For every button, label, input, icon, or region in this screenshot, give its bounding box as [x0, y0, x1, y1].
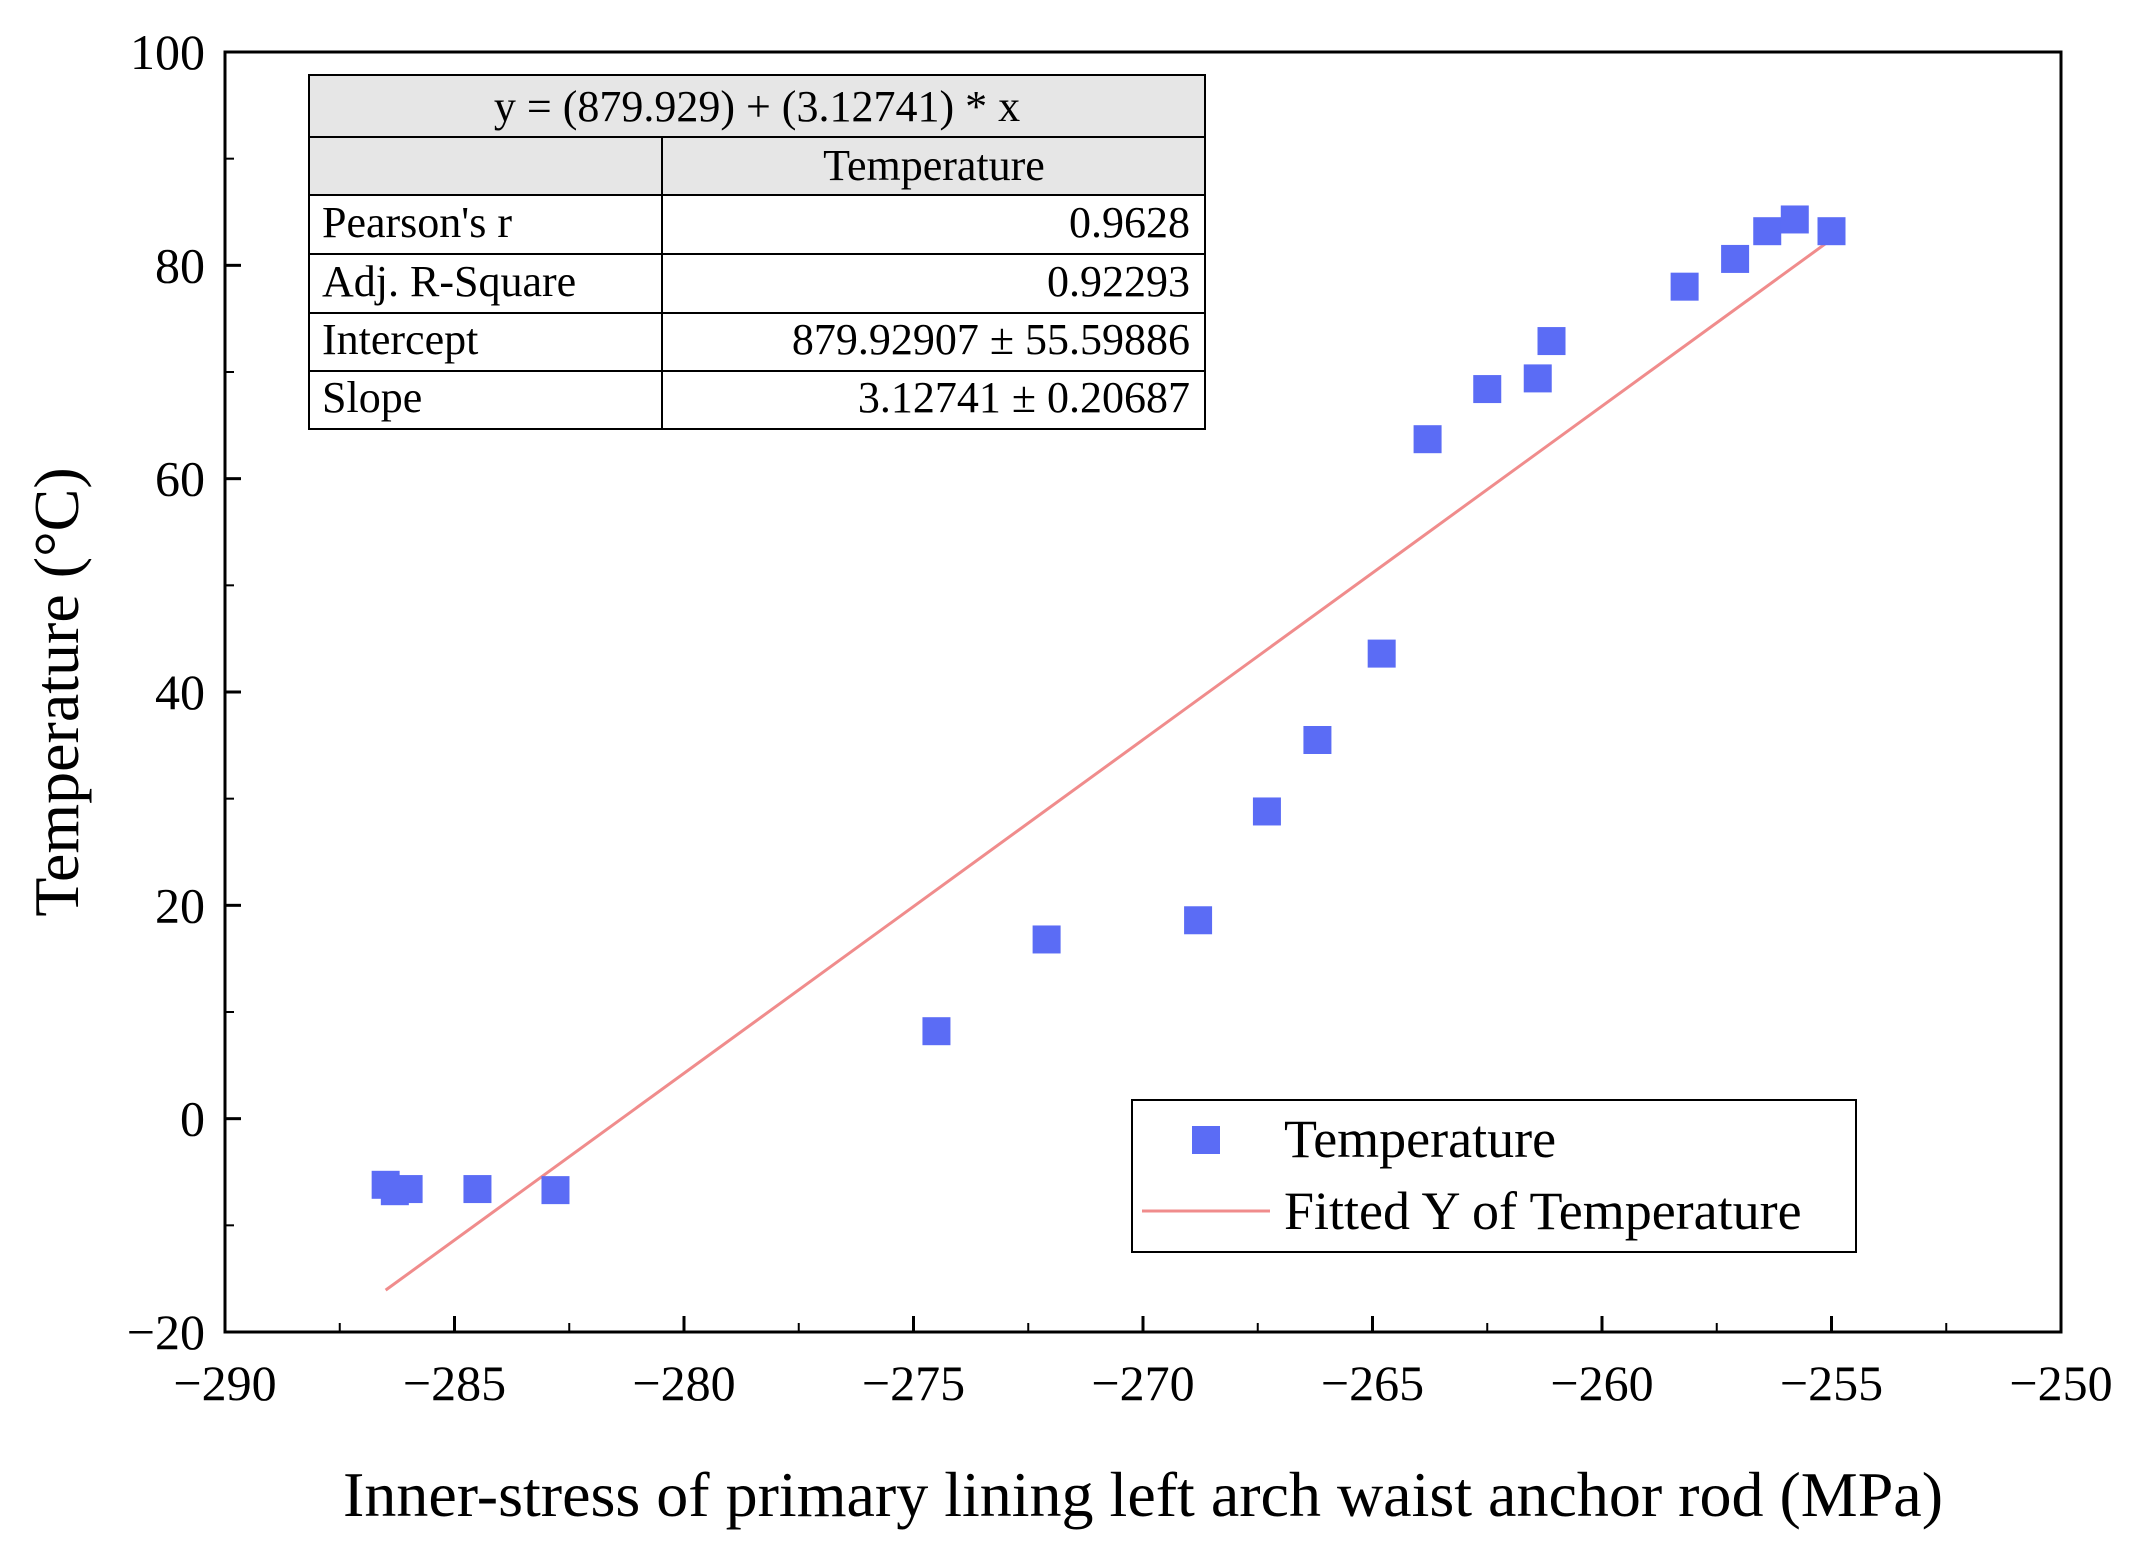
data-point — [1780, 205, 1809, 234]
x-tick-label: −265 — [1321, 1355, 1424, 1411]
x-tick-label: −255 — [1780, 1355, 1883, 1411]
stats-table: y = (879.929) + (3.12741) * x Temperatur… — [308, 74, 1206, 430]
data-point — [1367, 639, 1396, 668]
fitted-line — [384, 238, 1833, 1292]
data-point — [1032, 925, 1061, 954]
data-point — [1721, 244, 1750, 273]
data-point — [1252, 797, 1281, 826]
x-tick-label: −250 — [2009, 1355, 2112, 1411]
y-tick-label: 60 — [155, 451, 205, 507]
data-point — [1184, 906, 1213, 935]
data-point — [1473, 375, 1502, 404]
data-point — [1523, 364, 1552, 393]
x-tick-label: −275 — [862, 1355, 965, 1411]
fit-equation: y = (879.929) + (3.12741) * x — [494, 82, 1020, 131]
table-row-value: 0.92293 — [1047, 257, 1190, 306]
x-tick-label: −260 — [1550, 1355, 1653, 1411]
legend-marker-temperature — [1192, 1126, 1220, 1154]
y-tick-label: −20 — [127, 1304, 205, 1360]
y-tick-label: 20 — [155, 877, 205, 933]
plot-frame — [223, 50, 2063, 1334]
data-point — [541, 1176, 570, 1205]
data-point — [1413, 425, 1442, 454]
y-tick-label: 40 — [155, 664, 205, 720]
table-row-value: 879.92907 ± 55.59886 — [792, 315, 1190, 364]
table-column-header: Temperature — [823, 141, 1045, 190]
x-axis-label: Inner-stress of primary lining left arch… — [343, 1459, 1943, 1530]
data-point — [1303, 726, 1332, 754]
data-point — [1670, 272, 1699, 301]
table-row-label: Pearson's r — [322, 198, 512, 247]
data-point — [463, 1175, 492, 1204]
data-point — [1817, 217, 1846, 246]
plot-area — [371, 205, 1846, 1292]
table-row-label: Adj. R-Square — [322, 257, 576, 306]
x-tick-label: −280 — [632, 1355, 735, 1411]
table-row-value: 0.9628 — [1069, 198, 1190, 247]
data-point — [922, 1017, 951, 1046]
table-row-label: Intercept — [322, 315, 478, 364]
legend: Temperature Fitted Y of Temperature — [1131, 1099, 1857, 1253]
table-row-label: Slope — [322, 373, 422, 422]
y-tick-label: 100 — [130, 24, 205, 80]
data-point — [394, 1175, 423, 1204]
data-point — [1537, 327, 1566, 356]
legend-label-fitted: Fitted Y of Temperature — [1284, 1181, 1802, 1241]
legend-label-temperature: Temperature — [1284, 1109, 1556, 1169]
y-axis-label: Temperature (°C) — [21, 467, 92, 916]
tick-labels: −290 −285 −280 −275 −270 −265 −260 −255 −250 −20 0… — [127, 24, 2113, 1411]
y-tick-label: 0 — [180, 1091, 205, 1147]
y-tick-label: 80 — [155, 237, 205, 293]
x-tick-label: −285 — [403, 1355, 506, 1411]
x-tick-label: −290 — [173, 1355, 276, 1411]
table-row-value: 3.12741 ± 0.20687 — [858, 373, 1190, 422]
x-tick-label: −270 — [1091, 1355, 1194, 1411]
data-point — [1753, 217, 1782, 246]
legend-frame — [1131, 1099, 1857, 1253]
